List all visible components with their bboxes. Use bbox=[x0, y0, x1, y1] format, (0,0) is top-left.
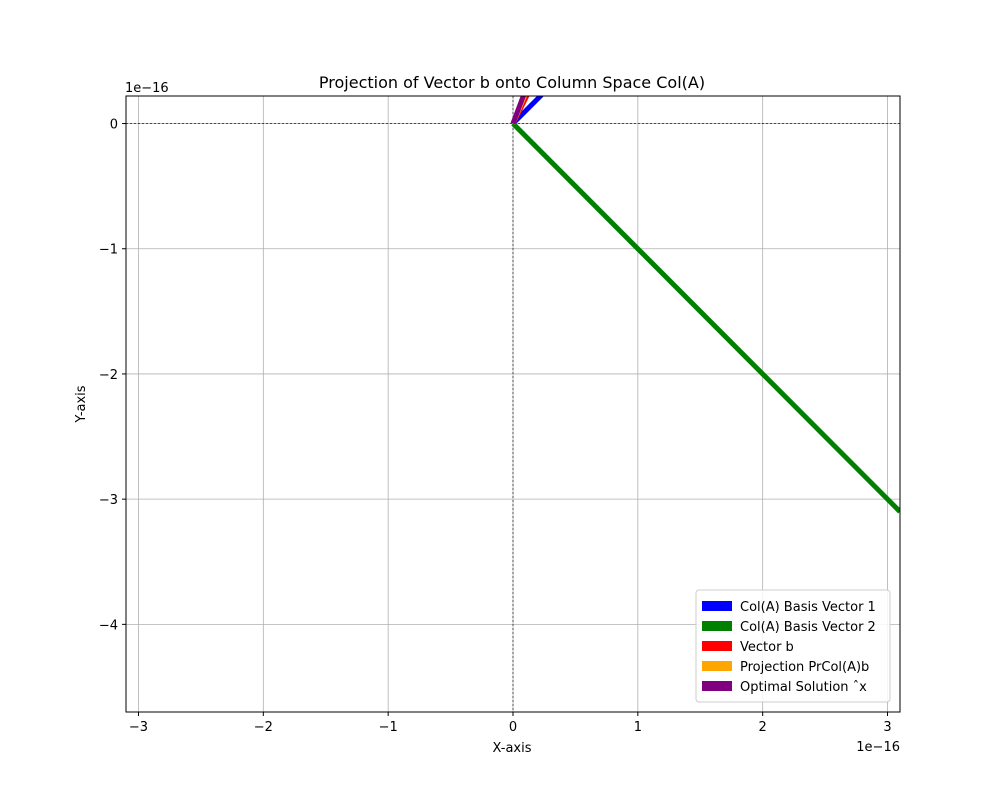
legend-swatch-3 bbox=[702, 641, 732, 651]
axes: −3 −2 −1 0 1 2 3 0 −1 −2 −3 −4 bbox=[99, 95, 901, 735]
legend-label-4: Projection PrCol(A)b bbox=[740, 660, 869, 675]
y-offset-text: 1e−16 bbox=[125, 81, 169, 96]
x-tick-label: 3 bbox=[883, 720, 891, 735]
y-axis-title: Y-axis bbox=[74, 385, 89, 423]
legend-swatch-2 bbox=[702, 621, 732, 631]
x-offset-text: 1e−16 bbox=[856, 740, 900, 755]
y-tick-label: −3 bbox=[99, 493, 118, 508]
x-tick-label: −2 bbox=[254, 720, 273, 735]
legend-box bbox=[695, 589, 891, 703]
legend-label-2: Col(A) Basis Vector 2 bbox=[740, 620, 876, 635]
y-tick-label: −2 bbox=[99, 368, 118, 383]
x-axis-title: X-axis bbox=[493, 741, 532, 756]
x-tick-label: −1 bbox=[379, 720, 398, 735]
x-tick-label: 1 bbox=[634, 720, 642, 735]
legend-swatch-4 bbox=[702, 661, 732, 671]
series-clip-group bbox=[510, 96, 900, 514]
legend-swatch-5 bbox=[702, 681, 732, 691]
grid bbox=[126, 96, 900, 712]
chart-title: Projection of Vector b onto Column Space… bbox=[319, 73, 705, 92]
legend-label-1: Col(A) Basis Vector 1 bbox=[740, 600, 876, 615]
plot-series bbox=[510, 96, 900, 514]
legend-swatch-1 bbox=[702, 601, 732, 611]
x-tick-label: 0 bbox=[509, 720, 517, 735]
x-tick-label: −3 bbox=[129, 720, 148, 735]
y-tick-label: 0 bbox=[110, 118, 118, 133]
y-tick-label: −4 bbox=[99, 618, 118, 633]
x-tick-label: 2 bbox=[759, 720, 767, 735]
legend-label-5: Optimal Solution ˆx bbox=[740, 680, 867, 695]
y-tick-label: −1 bbox=[99, 243, 118, 258]
series-line-5 bbox=[510, 96, 526, 125]
series-line-2 bbox=[511, 121, 900, 514]
legend-label-3: Vector b bbox=[740, 640, 794, 655]
legend: Col(A) Basis Vector 1 Col(A) Basis Vector… bbox=[695, 589, 891, 703]
